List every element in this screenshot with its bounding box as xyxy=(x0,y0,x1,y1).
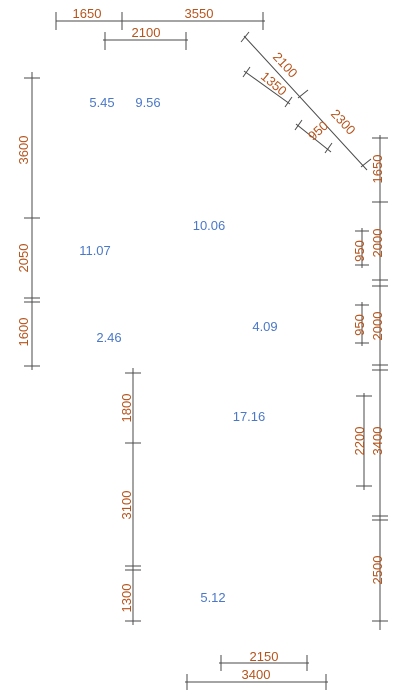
middle-dimension-chain: 1800 3100 1300 xyxy=(119,368,141,625)
dim-label-bottom-2150: 2150 xyxy=(250,649,279,664)
dim-label-top-1650: 1650 xyxy=(73,6,102,21)
dim-label-right-2500: 2500 xyxy=(370,556,385,585)
area-label-4-09: 4.09 xyxy=(252,319,277,334)
right-dimension-chain: 1650 2000 950 2000 950 3400 2200 2500 xyxy=(352,135,388,630)
top-dimension-chain: 1650 3550 2100 xyxy=(55,6,265,50)
area-label-11-07: 11.07 xyxy=(79,243,111,258)
dim-label-diag-950: 950 xyxy=(305,118,331,144)
dim-label-left-2050: 2050 xyxy=(16,244,31,273)
left-dimension-chain: 3600 2050 1600 xyxy=(16,72,40,370)
dim-label-top-3550: 3550 xyxy=(185,6,214,21)
dim-label-right-2200: 2200 xyxy=(352,427,367,456)
dim-label-right-950-lower: 950 xyxy=(352,314,367,336)
dim-label-right-3400: 3400 xyxy=(370,427,385,456)
dim-label-left-3600: 3600 xyxy=(16,136,31,165)
dim-label-right-950-upper: 950 xyxy=(352,240,367,262)
area-label-2-46: 2.46 xyxy=(96,330,121,345)
dim-label-top-2100: 2100 xyxy=(132,25,161,40)
dim-label-left-1600: 1600 xyxy=(16,318,31,347)
dim-label-mid-3100: 3100 xyxy=(119,491,134,520)
area-label-5-45: 5.45 xyxy=(89,95,114,110)
dim-label-right-2000-upper: 2000 xyxy=(370,229,385,258)
dim-label-mid-1300: 1300 xyxy=(119,584,134,613)
room-area-labels: 5.45 9.56 10.06 11.07 2.46 4.09 17.16 5.… xyxy=(79,95,277,605)
area-label-10-06: 10.06 xyxy=(193,218,226,233)
dim-label-right-2000-lower: 2000 xyxy=(370,312,385,341)
bottom-dimension-chain: 2150 3400 xyxy=(185,649,328,690)
dim-label-bottom-3400: 3400 xyxy=(242,667,271,682)
area-label-9-56: 9.56 xyxy=(135,95,160,110)
dim-label-mid-1800: 1800 xyxy=(119,394,134,423)
area-label-17-16: 17.16 xyxy=(233,409,266,424)
diagonal-dimension-chain: 2100 1350 2300 950 xyxy=(240,31,372,171)
dim-label-right-1650: 1650 xyxy=(370,155,385,184)
area-label-5-12: 5.12 xyxy=(200,590,225,605)
